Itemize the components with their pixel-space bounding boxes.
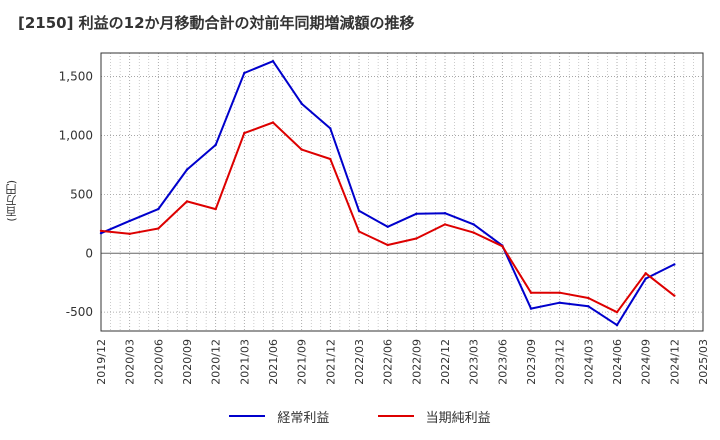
data-point bbox=[587, 296, 590, 300]
data-point bbox=[415, 212, 418, 215]
data-point bbox=[99, 232, 103, 235]
data-point bbox=[673, 294, 676, 297]
y-tick-label: -500 bbox=[66, 305, 93, 319]
y-tick-label: 0 bbox=[85, 246, 93, 260]
x-tick-label: 2023/12 bbox=[554, 339, 567, 385]
data-point bbox=[443, 212, 447, 215]
x-tick-label: 2022/12 bbox=[439, 339, 452, 385]
chart-legend: 経常利益 当期純利益 bbox=[0, 406, 720, 426]
x-tick-label: 2020/12 bbox=[210, 339, 223, 385]
data-point bbox=[615, 310, 619, 314]
x-tick-label: 2023/06 bbox=[496, 339, 509, 385]
x-tick-label: 2024/12 bbox=[668, 339, 681, 385]
data-point bbox=[357, 230, 361, 233]
data-point bbox=[128, 219, 131, 223]
data-point bbox=[443, 223, 447, 226]
data-point bbox=[329, 127, 332, 130]
data-point bbox=[185, 200, 189, 203]
data-point bbox=[300, 148, 303, 151]
data-point bbox=[386, 243, 389, 247]
data-point bbox=[157, 227, 160, 230]
data-point bbox=[673, 263, 676, 266]
plot-area bbox=[101, 53, 703, 331]
y-tick-label: 500 bbox=[70, 187, 93, 201]
x-tick-label: 2023/09 bbox=[525, 339, 538, 385]
x-tick-label: 2025/03 bbox=[697, 339, 710, 385]
data-point bbox=[157, 207, 160, 211]
data-point bbox=[472, 223, 475, 226]
data-point bbox=[300, 102, 303, 105]
data-point bbox=[472, 231, 475, 234]
legend-item-net-profit: 当期純利益 bbox=[377, 407, 491, 426]
y-tick-label: 1,000 bbox=[59, 128, 93, 142]
x-tick-label: 2021/06 bbox=[267, 339, 280, 385]
data-point bbox=[214, 143, 217, 147]
x-tick-label: 2021/03 bbox=[238, 339, 251, 385]
x-tick-label: 2024/09 bbox=[640, 339, 653, 385]
data-point bbox=[271, 121, 275, 124]
data-point bbox=[185, 168, 189, 171]
data-point bbox=[214, 207, 217, 211]
x-tick-label: 2023/03 bbox=[468, 339, 481, 385]
legend-swatch-blue bbox=[229, 415, 266, 417]
data-point bbox=[587, 305, 590, 308]
chart-title: [2150] 利益の12か月移動合計の対前年同期増減額の推移 bbox=[18, 14, 415, 32]
x-tick-label: 2021/09 bbox=[296, 339, 309, 385]
data-point bbox=[357, 209, 361, 213]
legend-item-ordinary-profit: 経常利益 bbox=[229, 407, 329, 426]
x-tick-label: 2019/12 bbox=[95, 339, 108, 385]
x-tick-label: 2020/03 bbox=[124, 339, 137, 385]
data-point bbox=[501, 244, 504, 248]
plot-frame bbox=[100, 52, 704, 332]
data-point bbox=[415, 237, 418, 240]
x-tick-label: 2024/03 bbox=[582, 339, 595, 385]
data-point bbox=[243, 131, 246, 135]
x-tick-label: 2022/03 bbox=[353, 339, 366, 385]
data-point bbox=[529, 291, 533, 294]
data-point bbox=[128, 232, 131, 236]
x-tick-label: 2024/06 bbox=[611, 339, 624, 385]
data-point bbox=[558, 291, 561, 294]
legend-label: 経常利益 bbox=[277, 410, 330, 426]
data-point bbox=[243, 71, 246, 75]
x-tick-label: 2022/09 bbox=[410, 339, 423, 385]
data-point bbox=[529, 307, 533, 310]
data-point bbox=[99, 229, 103, 233]
data-point bbox=[644, 277, 647, 280]
data-point bbox=[615, 323, 619, 327]
legend-label: 当期純利益 bbox=[425, 410, 491, 426]
x-tick-label: 2022/06 bbox=[382, 339, 395, 385]
data-point bbox=[329, 157, 332, 161]
data-point bbox=[271, 60, 275, 63]
data-point bbox=[644, 272, 647, 275]
legend-swatch-red bbox=[377, 415, 414, 417]
x-tick-label: 2020/09 bbox=[181, 339, 194, 385]
y-tick-label: 1,500 bbox=[59, 70, 93, 84]
x-tick-label: 2021/12 bbox=[324, 339, 337, 385]
data-point bbox=[386, 225, 389, 228]
x-tick-label: 2020/06 bbox=[152, 339, 165, 385]
data-point bbox=[558, 301, 561, 304]
